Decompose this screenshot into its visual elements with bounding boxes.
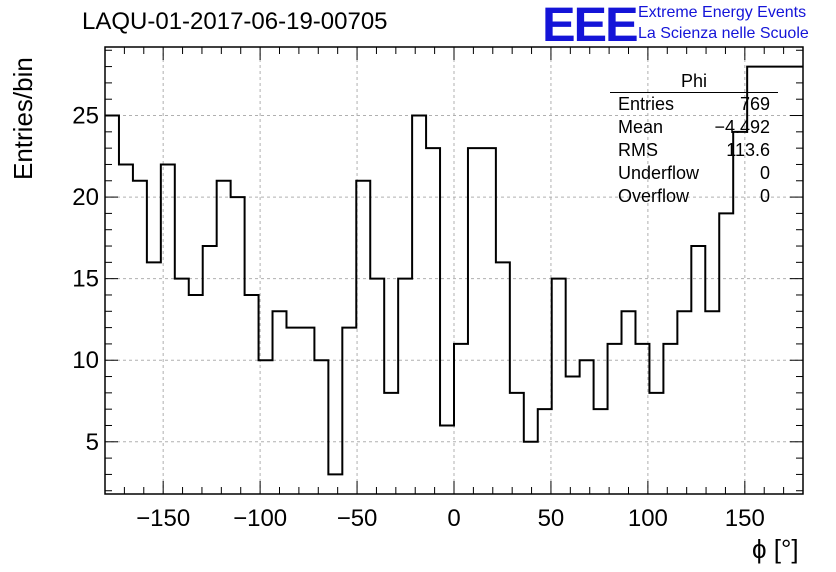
chart-title: LAQU-01-2017-06-19-00705 (82, 8, 388, 35)
logo-line-2: La Scienza nelle Scuole (638, 25, 809, 42)
histogram-bin (482, 148, 496, 494)
histogram-bin (217, 181, 231, 494)
y-tick-label: 15 (72, 266, 99, 293)
y-tick-label: 10 (72, 347, 99, 374)
histogram-bin (300, 328, 314, 494)
y-tick-label: 5 (86, 429, 99, 456)
stats-value: 0 (759, 163, 770, 183)
histogram-bin (147, 262, 161, 494)
histogram-bin (580, 360, 594, 494)
y-axis-label: Entries/bin (8, 57, 38, 180)
histogram-bin (635, 344, 649, 494)
histogram-bin (105, 116, 119, 494)
histogram-bin (510, 393, 524, 494)
stats-box: Phi Entries 769 Mean −4.492 RMS 113.6 Un… (610, 70, 778, 208)
stats-row-entries: Entries 769 (610, 93, 778, 116)
stats-value: 0 (759, 186, 770, 206)
x-tick-label: 100 (628, 505, 668, 532)
histogram-bin (524, 442, 538, 494)
x-tick-label: 0 (447, 505, 460, 532)
histogram-bin (203, 246, 217, 494)
histogram-bin (286, 328, 300, 494)
stats-row-mean: Mean −4.492 (610, 116, 778, 139)
histogram-bin (245, 295, 259, 494)
logo-line-1: Extreme Energy Events (638, 4, 807, 21)
x-tick-label: −50 (337, 505, 378, 532)
stats-key: Overflow (618, 186, 690, 206)
x-tick-label: 50 (538, 505, 565, 532)
histogram-bin (231, 197, 245, 494)
histogram-bin (398, 279, 412, 494)
stats-row-rms: RMS 113.6 (610, 139, 778, 162)
y-tick-label: 20 (72, 184, 99, 211)
histogram-bin (356, 181, 370, 494)
x-tick-label: −150 (136, 505, 190, 532)
y-tick-label: 25 (72, 103, 99, 130)
x-tick-label: 150 (725, 505, 765, 532)
stats-row-underflow: Underflow 0 (610, 162, 778, 185)
histogram-bin (133, 181, 147, 494)
histogram-bin (566, 377, 580, 494)
histogram-bin (594, 409, 608, 494)
stats-key: Underflow (618, 163, 700, 183)
histogram-bin (468, 148, 482, 494)
histogram-bin (705, 311, 719, 494)
histogram-bin (649, 393, 663, 494)
stats-value: 113.6 (726, 140, 770, 160)
histogram-bin (370, 279, 384, 494)
histogram-bin (691, 246, 705, 494)
histogram-bin (552, 279, 566, 494)
histogram-bin (622, 311, 636, 494)
histogram-bin (677, 311, 691, 494)
histogram-bin (328, 474, 342, 494)
stats-key: Entries (618, 94, 675, 114)
stats-key: Mean (618, 117, 664, 137)
x-tick-label: −100 (233, 505, 287, 532)
histogram-line (105, 65, 803, 476)
histogram-bin (496, 262, 510, 494)
plot-frame (104, 46, 804, 495)
histogram-bin (412, 116, 426, 494)
histogram-bin (384, 393, 398, 494)
histogram-bin (440, 425, 454, 494)
stats-value: −4.492 (714, 117, 770, 137)
histogram-bin (663, 344, 677, 494)
histogram-bin (119, 164, 133, 494)
histogram-bin (789, 67, 803, 494)
histogram-bin (454, 344, 468, 494)
histogram-bin (719, 213, 733, 494)
histogram-bin (608, 344, 622, 494)
histogram-bin (342, 328, 356, 494)
histogram-bin (259, 360, 273, 494)
histogram-bin (273, 311, 287, 494)
histogram-bin (314, 360, 328, 494)
stats-row-overflow: Overflow 0 (610, 185, 778, 208)
stats-value: 769 (739, 94, 770, 114)
stats-title: Phi (610, 70, 778, 93)
histogram-bin (538, 409, 552, 494)
histogram-bin (426, 148, 440, 494)
eee-logo: EEE (542, 0, 639, 52)
stats-key: RMS (618, 140, 658, 160)
histogram-bin (189, 295, 203, 494)
histogram-bin (161, 164, 175, 494)
x-axis-label: ϕ [°] (752, 534, 799, 564)
histogram-bin (175, 279, 189, 494)
